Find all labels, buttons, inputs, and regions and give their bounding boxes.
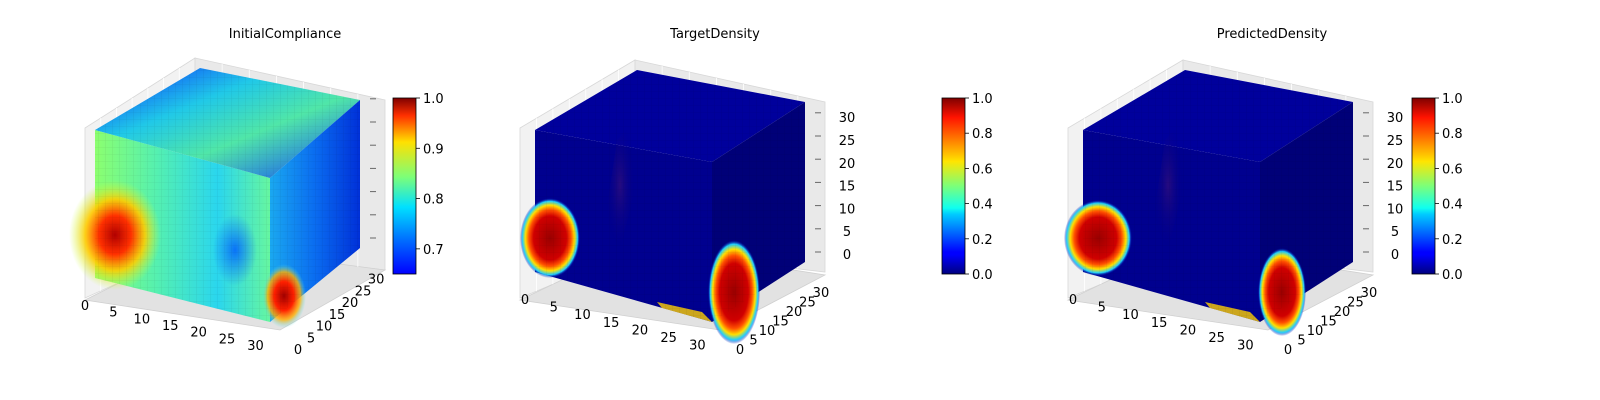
colorbar-tick-label: 0.0	[1442, 268, 1463, 283]
colorbar	[1411, 97, 1436, 275]
voxel-grid	[1083, 70, 1353, 162]
x-tick-label: 20	[190, 326, 207, 341]
colorbar-tick-label: 0.7	[423, 243, 444, 258]
z-tick-label: 25	[839, 134, 856, 149]
y-tick-label: 15	[1320, 314, 1337, 329]
voxel-grid	[1260, 102, 1353, 322]
z-tick-label: 10	[1387, 202, 1404, 217]
y-tick-label: 10	[759, 324, 776, 339]
x-tick-label: 30	[1237, 339, 1254, 354]
y-tick-label: 0	[1284, 343, 1292, 358]
y-tick-label: 0	[736, 343, 744, 358]
x-tick-label: 10	[1122, 308, 1139, 323]
colorbar-tick-label: 0.8	[972, 127, 993, 142]
colorbar	[392, 97, 417, 275]
y-tick-label: 25	[799, 295, 816, 310]
colorbar-tick-label: 0.8	[423, 193, 444, 208]
y-tick-label: 5	[1297, 333, 1305, 348]
colorbar-tick-label: 0.6	[972, 162, 993, 177]
chart-title: InitialCompliance	[229, 27, 342, 42]
colorbar-tick-label: 0.8	[1442, 127, 1463, 142]
colorbar-tick-label: 1.0	[1442, 92, 1463, 107]
y-tick-label: 15	[329, 308, 346, 323]
z-tick-label: 15	[839, 180, 856, 195]
z-tick-label: 0	[1391, 248, 1399, 263]
x-tick-label: 5	[109, 306, 117, 321]
x-tick-label: 15	[603, 316, 620, 331]
voxel-grid	[535, 130, 712, 322]
colorbar-tick-label: 0.0	[972, 268, 993, 283]
y-tick-label: 15	[772, 314, 789, 329]
colorbar-tick-label: 0.6	[1442, 162, 1463, 177]
x-tick-label: 20	[1180, 323, 1197, 338]
chart-title: TargetDensity	[669, 27, 760, 42]
y-tick-label: 5	[307, 331, 315, 346]
z-tick-label: 5	[843, 225, 851, 240]
panel-initialcompliance: 0 5 10 15 20 25 30 051015202530InitialComplianc…	[69, 27, 444, 358]
x-tick-label: 5	[1098, 301, 1106, 316]
x-tick-label: 0	[1069, 293, 1077, 308]
colorbar-tick-label: 0.2	[972, 233, 993, 248]
z-tick-label: 15	[1387, 180, 1404, 195]
x-tick-label: 10	[574, 308, 591, 323]
y-tick-label: 0	[294, 343, 302, 358]
colorbar-tick-label: 1.0	[972, 92, 993, 107]
z-tick-label: 0	[843, 248, 851, 263]
voxel-grid	[712, 102, 805, 322]
z-tick-label: 20	[839, 157, 856, 172]
colorbar-tick-label: 0.2	[1442, 233, 1463, 248]
x-tick-label: 25	[219, 332, 236, 347]
x-tick-label: 20	[632, 323, 649, 338]
colorbar	[941, 97, 966, 275]
x-tick-label: 15	[162, 319, 179, 334]
x-tick-label: 15	[1151, 316, 1168, 331]
colorbar-tick-label: 0.4	[972, 198, 993, 213]
y-tick-label: 20	[786, 305, 803, 320]
y-tick-label: 30	[368, 273, 385, 288]
x-tick-label: 25	[1208, 331, 1225, 346]
y-tick-label: 5	[749, 333, 757, 348]
y-tick-label: 10	[1307, 324, 1324, 339]
y-tick-label: 25	[355, 284, 372, 299]
x-tick-label: 0	[521, 293, 529, 308]
colorbar-tick-label: 0.4	[1442, 198, 1463, 213]
colorbar-tick-label: 1.0	[423, 92, 444, 107]
voxel-grid	[535, 70, 805, 162]
x-tick-label: 0	[81, 299, 89, 314]
z-tick-label: 25	[1387, 134, 1404, 149]
x-tick-label: 30	[689, 339, 706, 354]
y-tick-label: 25	[1347, 295, 1364, 310]
y-tick-label: 10	[316, 320, 333, 335]
x-tick-label: 5	[550, 301, 558, 316]
x-tick-label: 30	[247, 339, 264, 354]
x-tick-label: 25	[660, 331, 677, 346]
z-tick-label: 10	[839, 202, 856, 217]
voxel-grid	[1083, 130, 1260, 322]
x-tick-label: 10	[134, 312, 151, 327]
y-tick-label: 30	[1361, 286, 1378, 301]
z-tick-label: 20	[1387, 157, 1404, 172]
z-tick-label: 30	[1387, 111, 1404, 126]
voxel-grid	[270, 100, 360, 322]
y-tick-label: 20	[1334, 305, 1351, 320]
voxel-grid	[95, 68, 360, 178]
voxel-grid	[95, 130, 270, 322]
chart-title: PredictedDensity	[1217, 27, 1328, 42]
y-tick-label: 30	[813, 286, 830, 301]
z-tick-label: 30	[839, 111, 856, 126]
y-tick-label: 20	[342, 296, 359, 311]
z-tick-label: 5	[1391, 225, 1399, 240]
colorbar-tick-label: 0.9	[423, 142, 444, 157]
